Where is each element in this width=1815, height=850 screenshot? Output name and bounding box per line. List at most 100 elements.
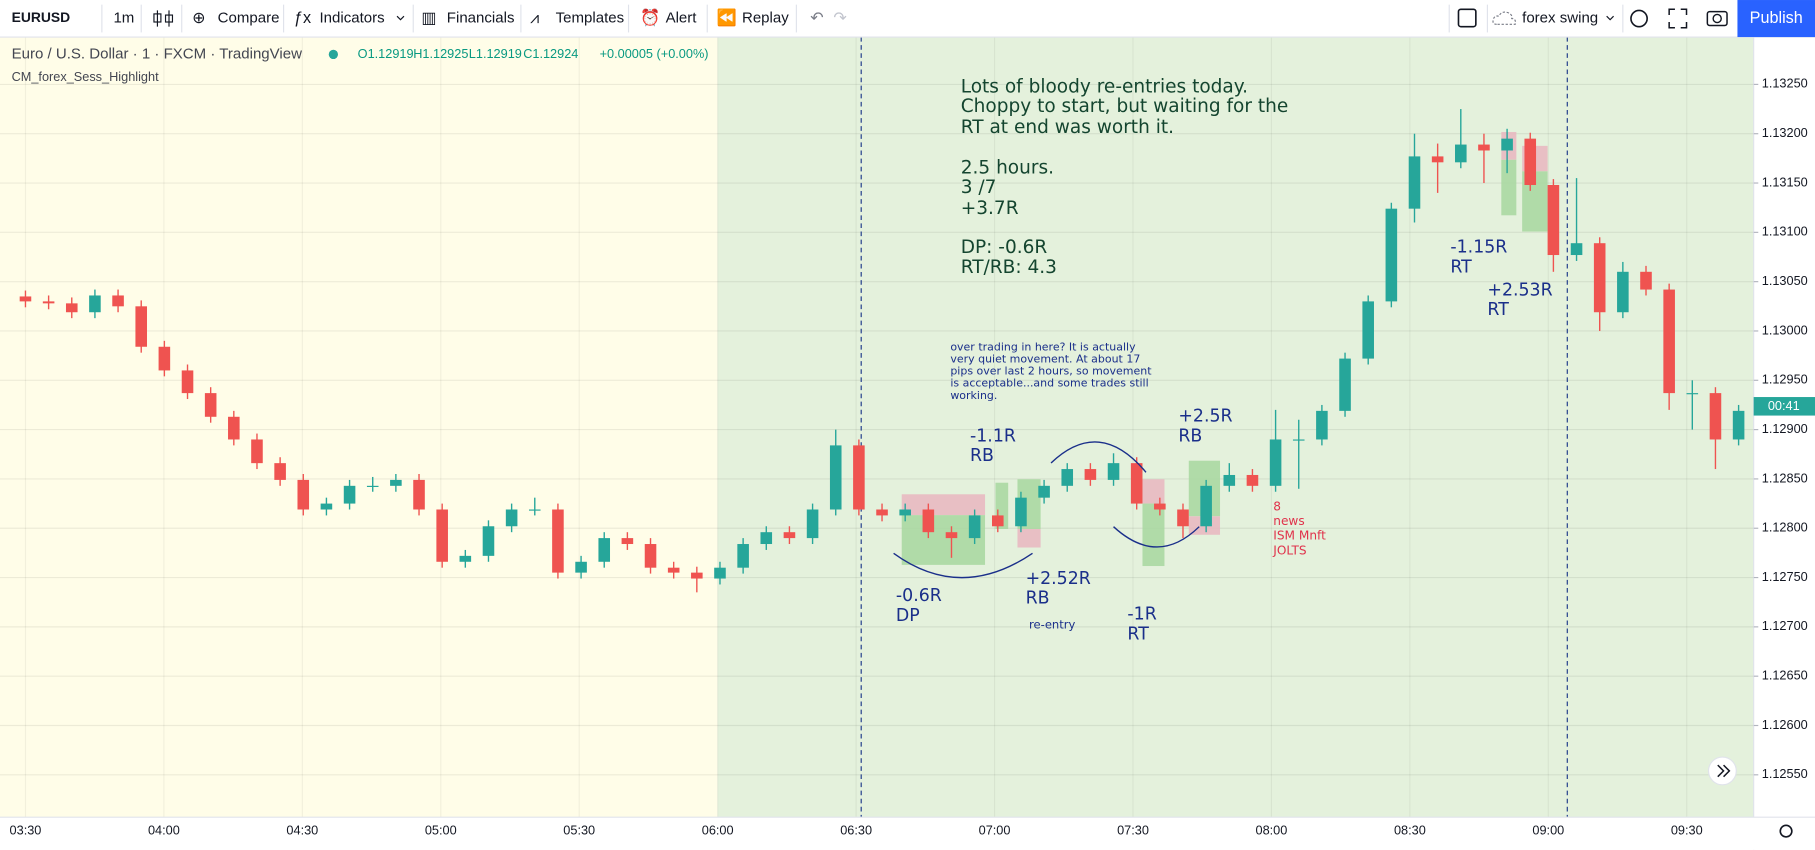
chart-type-icon xyxy=(153,13,162,23)
candle-body xyxy=(1362,301,1374,359)
candle-body xyxy=(181,370,194,394)
price-axis xyxy=(1753,37,1815,818)
toolbar-button[interactable]: Financials xyxy=(447,10,515,27)
toolbar-button[interactable]: Compare xyxy=(218,10,280,27)
candle-body xyxy=(598,538,611,562)
stop-zone xyxy=(901,494,986,516)
summary-text: RT at end was worth it. xyxy=(961,117,1174,138)
scroll-icon xyxy=(1717,764,1731,778)
candle-body xyxy=(1154,503,1166,510)
dropdown-icon xyxy=(396,15,405,21)
trade-label: -0.6R xyxy=(896,586,942,606)
candle-body xyxy=(1408,156,1421,209)
toolbar-button[interactable]: Indicators xyxy=(319,10,384,27)
candle-body xyxy=(1177,509,1189,527)
x-tick-label: 05:30 xyxy=(563,822,595,837)
x-tick-label: 06:00 xyxy=(702,822,734,837)
toolbar-button[interactable]: Replay xyxy=(742,10,789,27)
redo-button[interactable]: ↷ xyxy=(833,9,847,27)
y-tick-label: 1.13250 xyxy=(1762,76,1808,91)
candle-body xyxy=(1084,469,1097,480)
candle-body xyxy=(644,544,657,568)
note-text: very quiet movement. At about 17 xyxy=(950,352,1140,365)
layout-name[interactable]: forex swing xyxy=(1522,10,1598,27)
x-tick-label: 06:30 xyxy=(840,822,872,837)
summary-text: DP: -0.6R xyxy=(961,237,1048,258)
y-tick-label: 1.13000 xyxy=(1762,322,1808,337)
candle-body xyxy=(204,393,217,417)
stop-zone xyxy=(1142,479,1165,504)
candle-body xyxy=(390,479,402,486)
trade-label: -1R xyxy=(1127,605,1156,625)
settings-icon[interactable] xyxy=(1779,824,1793,838)
publish-button[interactable] xyxy=(1737,0,1815,38)
candle-body xyxy=(228,416,240,440)
target-zone xyxy=(1501,159,1517,216)
y-tick-label: 1.12900 xyxy=(1762,421,1808,436)
settings-button[interactable] xyxy=(1630,9,1648,28)
candle-body xyxy=(19,296,32,302)
candle-body xyxy=(1223,474,1236,486)
candle-body xyxy=(1200,485,1212,527)
candle-body xyxy=(806,509,819,539)
fullscreen-button[interactable] xyxy=(1668,8,1688,29)
x-tick-label: 07:00 xyxy=(979,822,1011,837)
y-tick-label: 1.12700 xyxy=(1762,618,1808,633)
y-tick-label: 1.13200 xyxy=(1762,125,1808,140)
candle-body xyxy=(968,515,981,539)
summary-text: +3.7R xyxy=(961,198,1019,219)
candle-body xyxy=(1015,497,1027,527)
toolbar-icon: ⊕ xyxy=(192,9,206,27)
symbol-button[interactable]: EURUSD xyxy=(12,9,71,25)
publish-label[interactable]: Publish xyxy=(1750,9,1803,27)
scroll-button[interactable] xyxy=(1707,756,1737,786)
ohlc-value: +0.00005 (+0.00%) xyxy=(600,46,709,61)
candle-body xyxy=(783,532,796,539)
candle-body xyxy=(899,509,911,516)
snapshot-lens xyxy=(1712,13,1722,24)
trade-label: +2.53R xyxy=(1487,281,1552,301)
x-tick-label: 04:00 xyxy=(148,822,180,837)
dropdown-icon xyxy=(1606,15,1614,21)
candle-body xyxy=(1547,185,1560,256)
toolbar-button[interactable]: Alert xyxy=(666,10,698,27)
snapshot-button[interactable] xyxy=(1706,10,1728,27)
news-label: 8 xyxy=(1273,500,1281,514)
ohlc-value: C1.12924 xyxy=(523,46,578,61)
x-tick-label: 09:30 xyxy=(1671,822,1703,837)
candle-body xyxy=(1431,156,1444,163)
candle-body xyxy=(274,463,286,480)
candle-body xyxy=(1385,208,1398,302)
interval-button[interactable]: 1m xyxy=(113,10,134,27)
candle-body xyxy=(135,306,148,347)
candle-body xyxy=(482,526,495,556)
candle-body xyxy=(1593,243,1606,313)
candle-body xyxy=(922,509,935,533)
summary-text: Lots of bloody re-entries today. xyxy=(961,76,1248,97)
candle-body xyxy=(1640,271,1652,290)
layout-icon[interactable] xyxy=(1457,8,1477,28)
arc-drawing xyxy=(893,552,1033,579)
session-bg-london xyxy=(717,37,1754,818)
ohlc-value: O1.12919 xyxy=(358,46,414,61)
y-tick-label: 1.12750 xyxy=(1762,569,1808,584)
chart-type-icon[interactable] xyxy=(156,10,170,27)
candle-body xyxy=(1038,485,1050,498)
x-tick-label: 08:00 xyxy=(1256,822,1288,837)
trade-label: +2.52R xyxy=(1026,569,1091,589)
candle-body xyxy=(1709,393,1722,440)
undo-button[interactable]: ↶ xyxy=(810,9,824,27)
candle-body xyxy=(691,572,703,579)
candle-body xyxy=(1455,144,1467,163)
note-text: is acceptable...and some trades still xyxy=(950,377,1148,390)
candle-body xyxy=(459,555,472,562)
candle-body xyxy=(621,538,634,545)
y-tick-label: 1.12650 xyxy=(1762,668,1808,683)
toolbar-button[interactable]: Templates xyxy=(556,10,625,27)
price-badge-text: 00:41 xyxy=(1768,398,1800,413)
toolbar-icon: ⏪ xyxy=(717,8,737,27)
candle-body xyxy=(552,509,564,573)
candle-body xyxy=(297,479,310,510)
summary-text: RT/RB: 4.3 xyxy=(961,257,1057,278)
y-tick-label: 1.12950 xyxy=(1762,372,1808,387)
